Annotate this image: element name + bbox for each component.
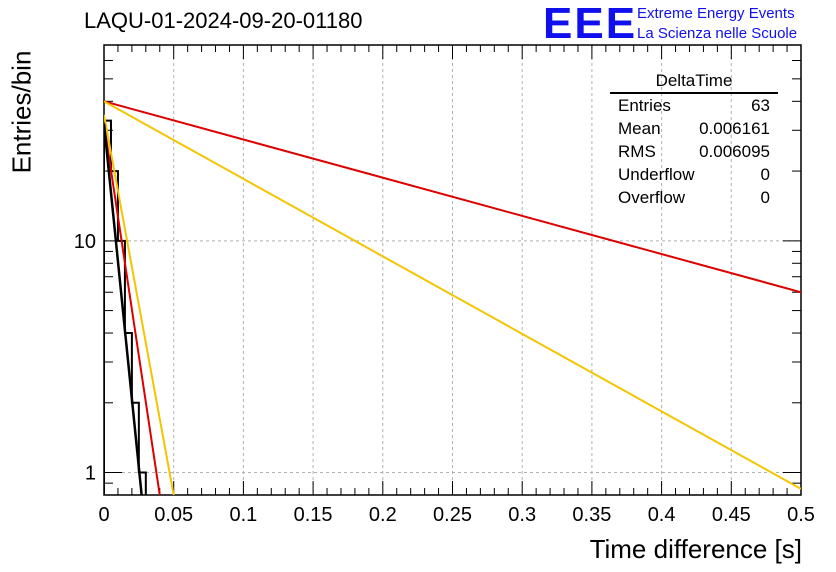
x-tick-label: 0.5	[787, 504, 815, 526]
series-line-3	[104, 114, 175, 495]
x-tick-label: 0	[98, 504, 109, 526]
x-tick-label: 0.45	[712, 504, 751, 526]
stats-value: 0	[760, 165, 770, 184]
x-tick-label: 0.1	[229, 504, 257, 526]
x-tick-label: 0.3	[508, 504, 536, 526]
stats-label: Entries	[618, 96, 671, 115]
stats-value: 0.006095	[699, 142, 770, 161]
stats-row-rms: RMS 0.006095	[610, 140, 778, 163]
x-tick-label: 0.35	[572, 504, 611, 526]
logo-line-2: La Scienza nelle Scuole	[637, 25, 798, 42]
series-line-1	[104, 100, 801, 490]
stats-value: 0.006161	[699, 119, 770, 138]
stats-value: 0	[760, 188, 770, 207]
x-tick-label: 0.15	[294, 504, 333, 526]
stats-label: RMS	[618, 142, 656, 161]
stats-title: DeltaTime	[610, 70, 778, 94]
stats-row-overflow: Overflow 0	[610, 186, 778, 209]
x-tick-label: 0.05	[154, 504, 193, 526]
stats-label: Underflow	[618, 165, 695, 184]
series-line-0	[104, 100, 801, 294]
x-tick-label: 0.4	[648, 504, 676, 526]
stats-row-mean: Mean 0.006161	[610, 117, 778, 140]
logo-line-1: Extreme Energy Events	[637, 5, 795, 22]
y-tick-label: 1	[85, 463, 96, 485]
stats-value: 63	[751, 96, 770, 115]
stats-row-entries: Entries 63	[610, 94, 778, 117]
x-tick-label: 0.25	[433, 504, 472, 526]
chart-title: LAQU-01-2024-09-20-01180	[84, 8, 363, 33]
series-line-4	[104, 123, 143, 495]
x-axis-label: Time difference [s]	[589, 534, 802, 564]
stats-label: Mean	[618, 119, 661, 138]
stats-label: Overflow	[618, 188, 686, 207]
x-tick-label: 0.2	[369, 504, 397, 526]
y-axis-label: Entries/bin	[6, 50, 37, 174]
y-tick-label: 10	[74, 231, 96, 253]
stats-row-underflow: Underflow 0	[610, 163, 778, 186]
series-line-2	[104, 123, 161, 495]
stats-box: DeltaTime Entries 63 Mean 0.006161 RMS 0.00…	[610, 70, 778, 209]
eee-logo: EEE	[543, 0, 638, 48]
